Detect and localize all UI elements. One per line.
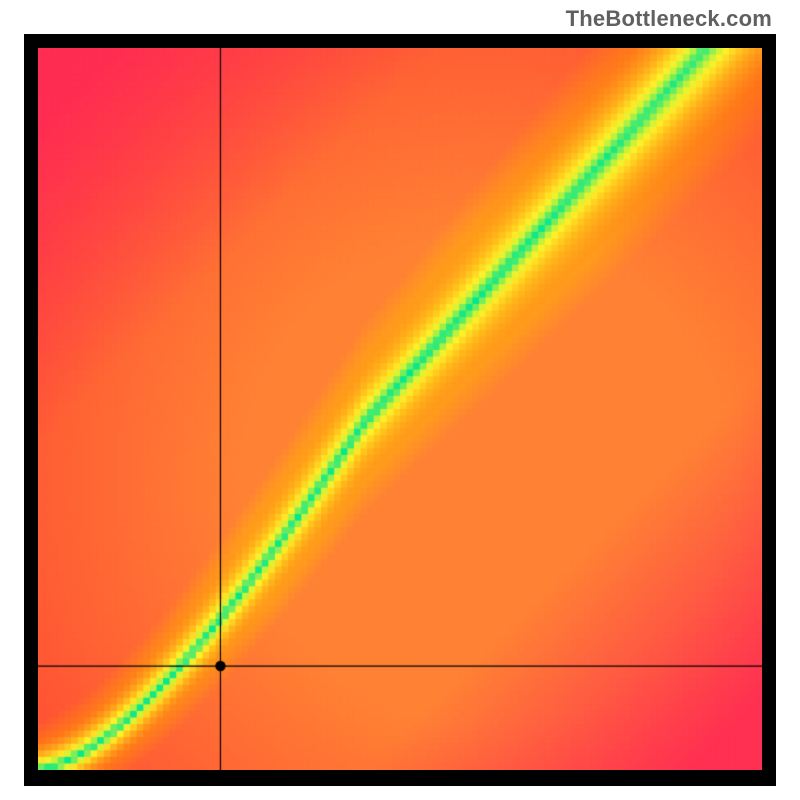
attribution-text: TheBottleneck.com [566,6,772,32]
chart-frame [24,34,776,786]
bottleneck-heatmap [38,48,762,770]
